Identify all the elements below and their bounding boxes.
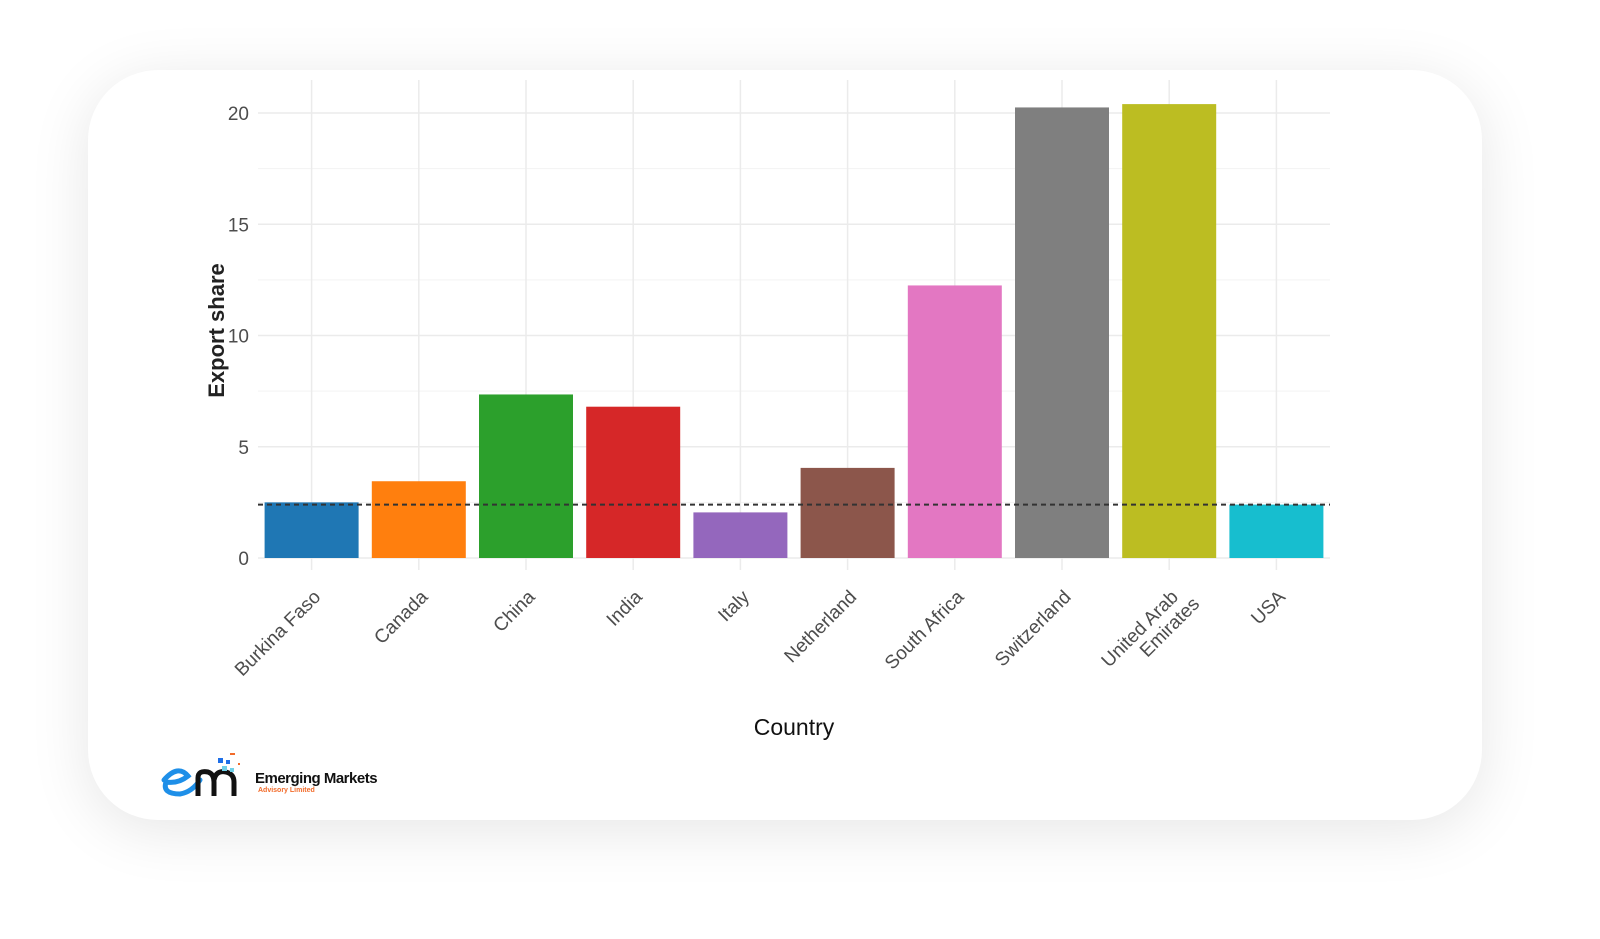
x-tick-label: Italy — [714, 586, 754, 626]
bar-usa — [1229, 504, 1324, 558]
bar-burkina-faso — [264, 502, 359, 558]
bar-south-africa — [907, 285, 1002, 558]
bar-italy — [693, 512, 788, 558]
x-axis-title: Country — [754, 714, 835, 740]
y-tick-label: 10 — [228, 327, 249, 348]
y-tick-label: 0 — [238, 549, 249, 570]
bar-switzerland — [1015, 107, 1109, 558]
chart-card — [88, 70, 1482, 820]
x-tick-label: Canada — [370, 586, 432, 648]
bar-canada — [371, 481, 466, 558]
em-logo-icon — [161, 753, 240, 797]
logo-tagline: Advisory Limited — [258, 787, 315, 794]
x-tick-label: Netherland — [781, 587, 862, 668]
x-tick-label: China — [490, 586, 540, 636]
y-tick-label: 20 — [228, 104, 249, 125]
bar-netherland — [800, 467, 895, 558]
x-tick-label: Switzerland — [991, 587, 1075, 671]
company-logo: Emerging Markets Advisory Limited — [158, 750, 398, 805]
y-tick-label: 15 — [228, 215, 249, 236]
x-tick-label: Burkina Faso — [231, 587, 325, 681]
x-tick-label: USA — [1247, 586, 1290, 629]
y-tick-label: 5 — [238, 438, 249, 459]
bar-china — [479, 394, 573, 558]
y-axis-title: Export share — [204, 263, 229, 398]
bar-united-arab-emirates — [1122, 104, 1217, 558]
x-tick-label: South Africa — [881, 586, 969, 674]
bar-india — [586, 406, 681, 558]
logo-name: Emerging Markets — [255, 770, 378, 787]
x-tick-label: India — [603, 586, 647, 630]
x-tick-label: United ArabEmirates — [1098, 580, 1204, 686]
